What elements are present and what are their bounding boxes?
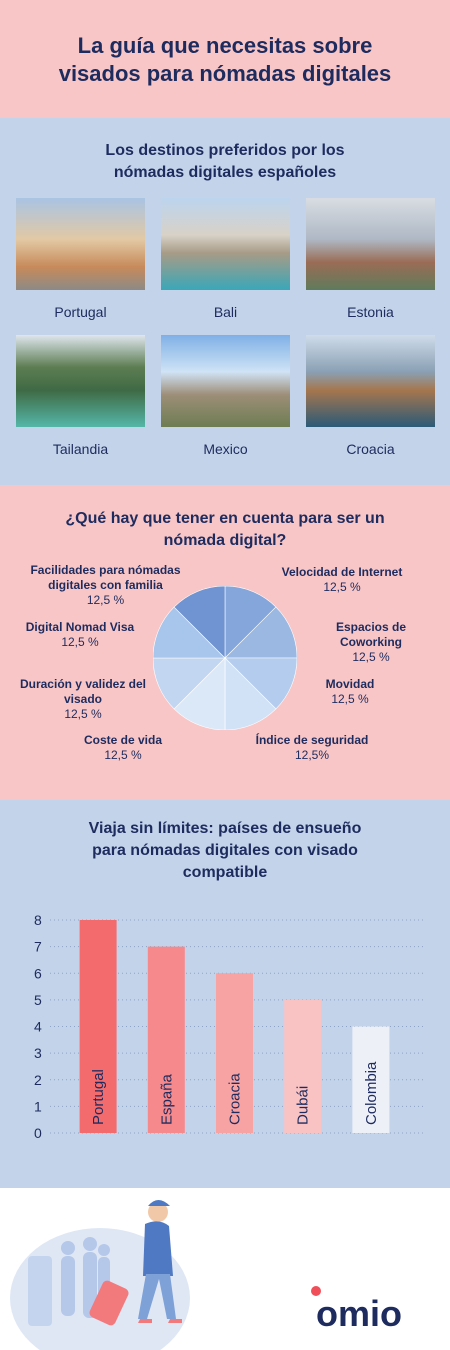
bar-label: España [158,1073,175,1125]
photo [306,335,435,427]
destination-label: Tailandia [52,441,109,457]
pie-label-text: Espacios de Coworking [335,620,407,649]
pie-value-label: 12,5 % [323,580,361,594]
photo [16,198,145,290]
pie-label: Facilidades para nómadas digitales con f… [8,563,203,608]
pie-label-text: Movidad [325,677,375,691]
y-tick-label: 7 [34,939,42,955]
page-title: La guía que necesitas sobre visados para… [58,33,392,86]
bar-chart: 0 1 2 3 4 5 6 7 8 Portugal España Croacia Dubái Colom… [34,912,425,1141]
pie-value-label: 12,5 % [104,748,142,762]
bar [284,999,322,1133]
pie-chart [153,586,297,730]
pie-slice [173,586,226,659]
y-tick-label: 6 [34,965,42,981]
y-tick-label: 5 [34,992,42,1008]
pie-label: Velocidad de Internet 12,5 % [262,565,422,595]
y-tick-label: 1 [34,1098,42,1114]
photo [161,335,290,427]
pie-label-text: Facilidades para nómadas digitales con f… [30,563,181,592]
bar-label: Colombia [363,1061,380,1125]
logo: omio [316,1293,402,1334]
bar [216,973,253,1133]
destinations-title: Los destinos preferidos por los nómadas … [105,142,345,181]
footer-illustration: omio [10,1200,402,1350]
pie-label: Espacios de Coworking 12,5 % [316,620,426,665]
pie-label-text: Velocidad de Internet [281,565,403,579]
photo [16,335,145,427]
pie-label: Coste de vida 12,5 % [58,733,188,763]
pie-label: Digital Nomad Visa 12,5 % [10,620,150,650]
photo [306,198,435,290]
y-tick-label: 3 [34,1045,42,1061]
photo [161,198,290,290]
pie-title: ¿Qué hay que tener en cuenta para ser un… [65,510,385,549]
bar [79,920,117,1133]
pie-value-label: 12,5 % [86,593,125,607]
pie-label-text: Coste de vida [83,733,163,747]
destination-label: Bali [213,304,238,320]
bar [147,946,185,1133]
y-tick-label: 8 [34,912,42,928]
destination-label: Croacia [346,441,395,457]
pie-value-label: 12,5% [294,748,330,762]
bar-label: Dubái [295,1086,312,1125]
pie-value-label: 12,5 % [64,707,102,721]
pie-value-label: 12,5 % [331,692,369,706]
bar [352,1026,390,1133]
y-tick-label: 2 [34,1072,42,1088]
header-band [0,0,450,118]
pie-label: Índice de seguridad 12,5% [232,733,392,763]
bar-title: Viaja sin límites: países de ensueño par… [88,820,362,881]
y-tick-label: 4 [34,1019,42,1035]
y-tick-label: 0 [34,1125,42,1141]
bar-label: Croacia [227,1073,244,1125]
pie-label: Duración y validez del visado 12,5 % [14,677,152,722]
pie-label: Movidad 12,5 % [300,677,400,707]
pie-label-text: Digital Nomad Visa [25,620,135,634]
pie-label-text: Duración y validez del visado [19,677,147,706]
destination-label: Estonia [347,304,394,320]
pie-value-label: 12,5 % [352,650,390,664]
destination-label: Mexico [203,441,248,457]
destination-label: Portugal [54,304,107,320]
pie-label-text: Índice de seguridad [255,733,369,747]
pie-value-label: 12,5 % [61,635,99,649]
bar-label: Portugal [90,1069,107,1125]
